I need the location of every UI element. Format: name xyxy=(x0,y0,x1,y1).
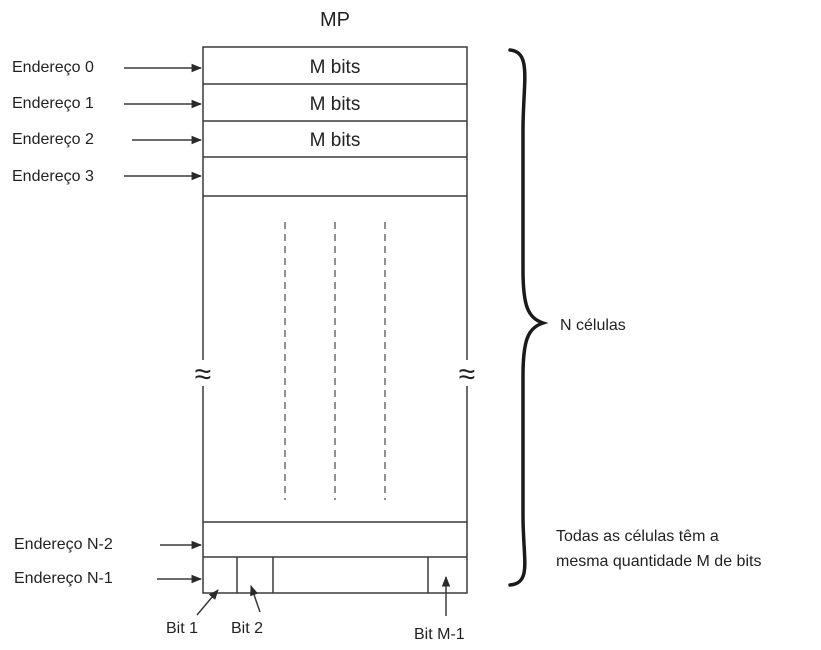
cells-brace xyxy=(508,48,549,587)
address-label-0: Endereço 0 xyxy=(12,59,94,76)
bit-2-label: Bit 2 xyxy=(231,620,263,637)
address-label-n-2: Endereço N-2 xyxy=(14,536,113,553)
break-symbol-right: ≈ xyxy=(459,358,475,391)
cell-2-content: M bits xyxy=(310,130,361,151)
bit-1-arrow xyxy=(196,589,219,616)
break-gap-left xyxy=(194,360,212,386)
address-label-n-1: Endereço N-1 xyxy=(14,570,113,587)
cell-0-content: M bits xyxy=(310,57,361,78)
note-line-1: Todas as células têm a xyxy=(556,528,719,545)
break-symbol-left: ≈ xyxy=(195,358,211,391)
brace-label: N células xyxy=(560,317,626,334)
bit-1-label: Bit 1 xyxy=(166,620,198,637)
break-gap-right xyxy=(458,360,476,386)
address-label-3: Endereço 3 xyxy=(12,168,94,185)
cell-1-content: M bits xyxy=(310,94,361,115)
address-label-2: Endereço 2 xyxy=(12,131,94,148)
note-line-2: mesma quantidade M de bits xyxy=(556,553,761,570)
bit-2-arrow xyxy=(250,585,261,613)
bit-m-1-label: Bit M-1 xyxy=(414,626,465,643)
address-label-1: Endereço 1 xyxy=(12,95,94,112)
diagram-title: MP xyxy=(320,9,350,31)
memory-box xyxy=(202,46,468,594)
